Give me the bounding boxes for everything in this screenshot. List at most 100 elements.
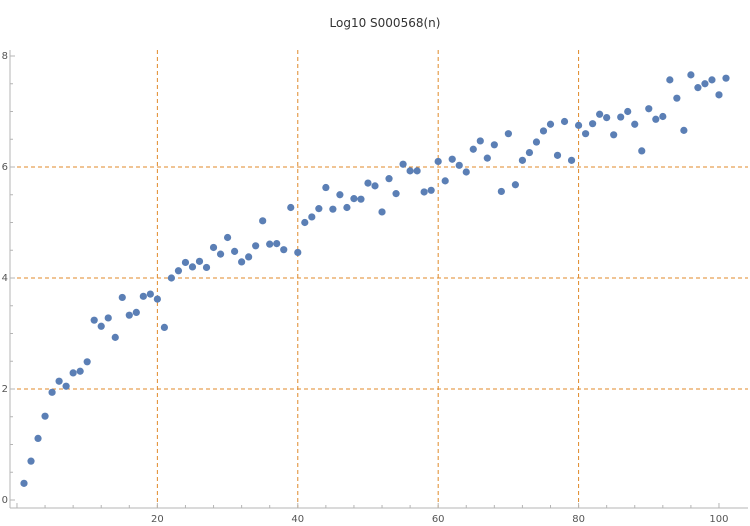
data-point [202,263,211,272]
data-point [511,181,519,189]
data-point [680,126,688,134]
data-point [216,250,225,258]
data-point [62,382,70,390]
data-point [518,156,527,164]
y-tick-label: 8 [2,51,8,62]
data-point [83,358,91,366]
data-point [118,293,126,302]
data-point [504,130,512,138]
data-point [420,188,428,196]
data-point [413,167,421,175]
data-point [174,267,183,275]
data-point [195,257,204,265]
x-tick-label: 20 [151,514,164,525]
x-tick-label: 100 [709,514,728,525]
y-tick-label: 0 [2,495,8,506]
data-point [104,314,112,322]
data-point [553,151,562,159]
data-point [280,246,288,254]
data-point [574,121,583,129]
data-point [596,110,604,118]
grid-lines [10,50,748,508]
data-point [673,94,681,102]
data-point [652,115,660,123]
tick-labels: 20 40 60 80 100 0 2 4 6 8 [2,51,729,525]
data-point [560,117,569,126]
data-point [167,274,176,282]
data-point [666,76,674,84]
data-point [55,377,63,385]
data-point [603,114,611,122]
data-point [722,74,730,82]
data-point [238,258,246,266]
axes [9,50,748,509]
data-point [34,434,42,442]
data-point [308,213,316,221]
data-point [48,388,56,396]
data-point [329,205,337,213]
data-point [567,156,576,164]
data-point [343,203,351,212]
y-tick-label: 2 [2,384,8,395]
data-point [97,322,105,330]
data-point [125,311,133,319]
data-point [223,233,232,242]
data-point [350,195,358,203]
data-point [624,107,632,116]
data-point [708,76,716,84]
data-point [294,248,302,257]
data-point [392,190,400,198]
x-tick-label: 40 [291,514,304,525]
data-point [469,145,477,153]
data-point [364,179,372,187]
y-tick-label: 6 [2,162,8,173]
data-point [188,263,197,271]
data-point [315,205,323,213]
data-point [610,131,618,139]
data-point [245,253,253,261]
data-point [181,258,190,267]
data-point [146,290,154,298]
data-point [27,457,35,465]
data-point [483,154,491,162]
data-point [209,243,218,252]
data-point [715,91,723,99]
data-point [132,308,140,317]
data-point [371,182,379,190]
data-point [90,316,98,324]
data-point [41,412,49,420]
data-point [659,112,667,121]
data-point [427,186,435,194]
data-point [252,242,260,250]
data-point [539,127,548,135]
data-point [273,239,281,248]
data-point [490,141,498,149]
data-point [153,295,161,303]
data-point [589,120,597,128]
data-point [406,167,414,175]
data-point [287,203,295,212]
data-point [139,292,147,300]
data-point [336,191,344,199]
data-point [160,323,168,331]
data-point [701,80,709,88]
data-point [546,120,555,128]
data-point [434,157,442,166]
data-points [20,71,730,487]
data-point [111,333,119,341]
data-point [617,113,625,121]
data-point [259,217,267,225]
data-point [462,168,470,176]
data-point [231,247,239,255]
data-point [69,369,77,377]
data-point [582,130,590,138]
data-point [638,147,646,155]
data-point [525,148,534,157]
data-point [441,177,449,185]
data-point [76,367,84,375]
data-point [385,175,393,183]
data-point [322,183,330,192]
data-point [694,84,702,92]
